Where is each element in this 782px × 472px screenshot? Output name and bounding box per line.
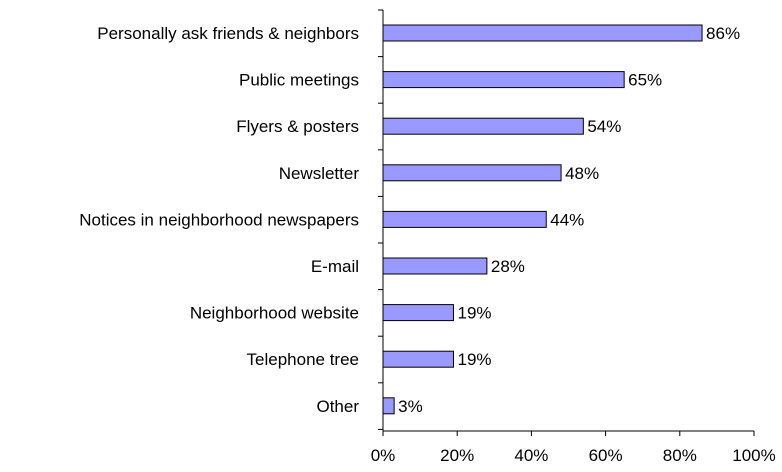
bar — [382, 117, 584, 135]
value-label: 44% — [550, 210, 584, 229]
value-labels: 86% 65% 54% 48% 44% 28% 19% 19% 3% — [398, 24, 740, 416]
category-label: Telephone tree — [247, 350, 359, 369]
bar — [382, 257, 488, 275]
x-tick-label: 60% — [589, 446, 623, 465]
x-tick-label: 20% — [440, 446, 474, 465]
bar — [382, 397, 395, 415]
category-label: Flyers & posters — [236, 117, 359, 136]
value-label: 19% — [457, 304, 491, 323]
category-label: Newsletter — [279, 164, 360, 183]
bar — [382, 350, 454, 368]
category-label: Neighborhood website — [190, 304, 359, 323]
bar — [382, 71, 625, 89]
x-tick-label: 80% — [663, 446, 697, 465]
category-label: E-mail — [311, 257, 359, 276]
x-tick-label: 40% — [514, 446, 548, 465]
value-label: 65% — [628, 71, 662, 90]
axis-ticks — [378, 9, 755, 436]
category-label: Public meetings — [239, 71, 359, 90]
category-label: Other — [316, 397, 359, 416]
value-label: 54% — [587, 117, 621, 136]
x-tick-label: 0% — [371, 446, 396, 465]
bar — [382, 24, 703, 42]
value-label: 19% — [457, 350, 491, 369]
x-tick-label: 100% — [732, 446, 775, 465]
value-label: 28% — [491, 257, 525, 276]
category-labels: Personally ask friends & neighbors Public… — [79, 24, 359, 416]
value-label: 86% — [706, 24, 740, 43]
value-label: 48% — [565, 164, 599, 183]
bar — [382, 210, 547, 228]
bar — [382, 304, 454, 322]
x-tick-labels: 0% 20% 40% 60% 80% 100% — [371, 446, 776, 465]
bar — [382, 164, 562, 182]
category-label: Personally ask friends & neighbors — [97, 24, 359, 43]
category-label: Notices in neighborhood newspapers — [79, 210, 359, 229]
value-label: 3% — [398, 397, 423, 416]
